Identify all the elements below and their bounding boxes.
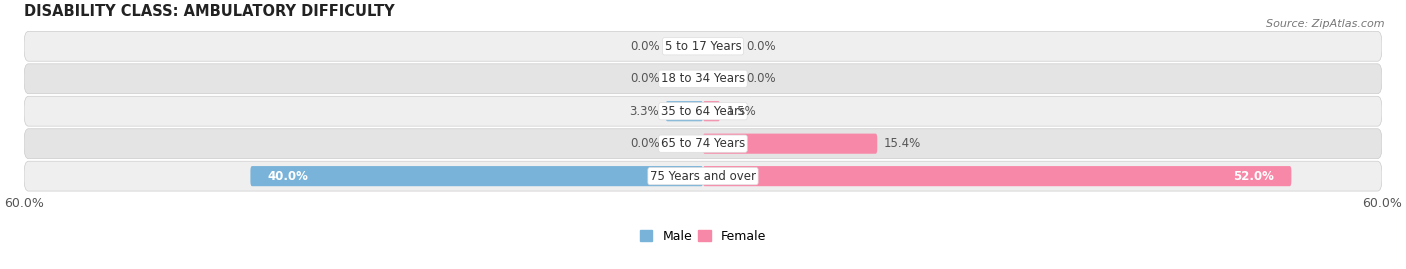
Text: DISABILITY CLASS: AMBULATORY DIFFICULTY: DISABILITY CLASS: AMBULATORY DIFFICULTY: [24, 4, 395, 19]
Text: 5 to 17 Years: 5 to 17 Years: [665, 40, 741, 53]
Text: 1.5%: 1.5%: [727, 105, 756, 118]
Text: 40.0%: 40.0%: [267, 170, 308, 183]
FancyBboxPatch shape: [250, 166, 703, 186]
Text: 0.0%: 0.0%: [747, 40, 776, 53]
Text: 15.4%: 15.4%: [884, 137, 921, 150]
FancyBboxPatch shape: [24, 96, 1382, 126]
Text: 0.0%: 0.0%: [630, 72, 659, 85]
Text: 75 Years and over: 75 Years and over: [650, 170, 756, 183]
Legend: Male, Female: Male, Female: [636, 225, 770, 248]
FancyBboxPatch shape: [24, 129, 1382, 159]
FancyBboxPatch shape: [703, 166, 1291, 186]
Text: 0.0%: 0.0%: [630, 137, 659, 150]
FancyBboxPatch shape: [703, 101, 720, 121]
Text: 65 to 74 Years: 65 to 74 Years: [661, 137, 745, 150]
Text: Source: ZipAtlas.com: Source: ZipAtlas.com: [1267, 19, 1385, 29]
Text: 0.0%: 0.0%: [747, 72, 776, 85]
Text: 0.0%: 0.0%: [630, 40, 659, 53]
Text: 18 to 34 Years: 18 to 34 Years: [661, 72, 745, 85]
FancyBboxPatch shape: [24, 161, 1382, 191]
FancyBboxPatch shape: [703, 134, 877, 154]
Text: 52.0%: 52.0%: [1233, 170, 1274, 183]
Text: 3.3%: 3.3%: [630, 105, 659, 118]
FancyBboxPatch shape: [665, 101, 703, 121]
Text: 35 to 64 Years: 35 to 64 Years: [661, 105, 745, 118]
FancyBboxPatch shape: [24, 64, 1382, 94]
FancyBboxPatch shape: [24, 31, 1382, 61]
